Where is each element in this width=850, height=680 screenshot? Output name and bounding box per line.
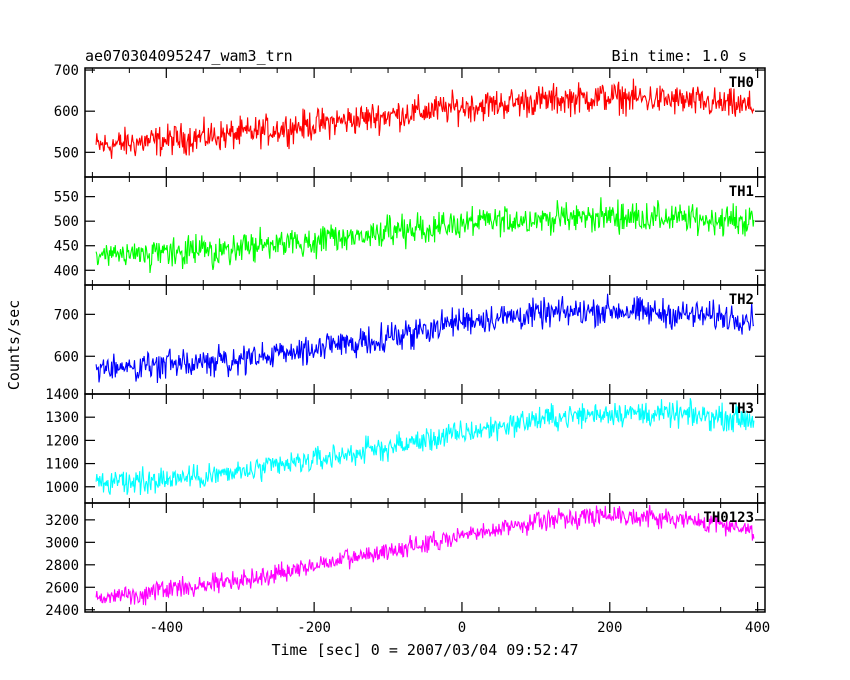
y-tick-label: 400	[54, 263, 79, 279]
panel-th0: 500 600 700 TH0	[54, 63, 766, 178]
y-tick-label: 550	[54, 190, 79, 206]
y-tick-label: 3200	[45, 513, 79, 529]
y-tick-label: 1300	[45, 410, 79, 426]
y-tick-label: 1100	[45, 457, 79, 473]
series-label: TH2	[729, 292, 754, 308]
panel-th0123: 2400 2600 2800 3000 3200 TH0123	[45, 502, 766, 619]
panel-frame	[84, 67, 766, 178]
series-line-th3	[95, 398, 755, 496]
series-label: TH0123	[703, 510, 754, 526]
y-tick-label: 500	[54, 145, 79, 161]
y-tick-label: 450	[54, 239, 79, 255]
y-tick-label: 700	[54, 307, 79, 323]
series-line-th0123	[95, 505, 755, 606]
y-tick-label: 600	[54, 349, 79, 365]
x-tick-label: 200	[597, 620, 622, 636]
x-tick-label: 0	[458, 620, 466, 636]
x-tick-label: -200	[297, 620, 331, 636]
panel-th2: 600 700 TH2	[54, 284, 766, 395]
y-tick-label: 2600	[45, 580, 79, 596]
y-tick-label: 3000	[45, 535, 79, 551]
y-axis-label: Counts/sec	[5, 300, 23, 390]
series-line-th1	[95, 197, 755, 274]
y-tick-label: 1400	[45, 387, 79, 403]
series-label: TH0	[729, 75, 754, 91]
x-tick-label: -400	[149, 620, 183, 636]
y-tick-label: 2800	[45, 558, 79, 574]
panel-th3: 1000 1100 1200 1300 1400 TH3	[45, 387, 766, 504]
y-tick-label: 2400	[45, 603, 79, 619]
x-axis-label: Time [sec] 0 = 2007/03/04 09:52:47	[271, 641, 578, 659]
y-tick-label: 700	[54, 63, 79, 79]
y-tick-label: 600	[54, 104, 79, 120]
series-line-th2	[95, 293, 755, 384]
panels-group: 500 600 700 TH0 400 450 500 550 TH1 600 700 TH2 1000…	[45, 63, 770, 636]
panel-th1: 400 450 500 550 TH1	[54, 176, 766, 286]
series-line-th0	[95, 78, 755, 159]
y-tick-label: 1200	[45, 433, 79, 449]
y-tick-label: 500	[54, 214, 79, 230]
series-label: TH1	[729, 184, 754, 200]
panel-frame	[84, 176, 766, 286]
y-tick-label: 1000	[45, 480, 79, 496]
bin-time-label: Bin time: 1.0 s	[612, 47, 747, 65]
chart-title: ae070304095247_wam3_trn	[85, 47, 293, 65]
x-tick-label: 400	[745, 620, 770, 636]
series-label: TH3	[729, 401, 754, 417]
panel-frame	[84, 393, 766, 504]
